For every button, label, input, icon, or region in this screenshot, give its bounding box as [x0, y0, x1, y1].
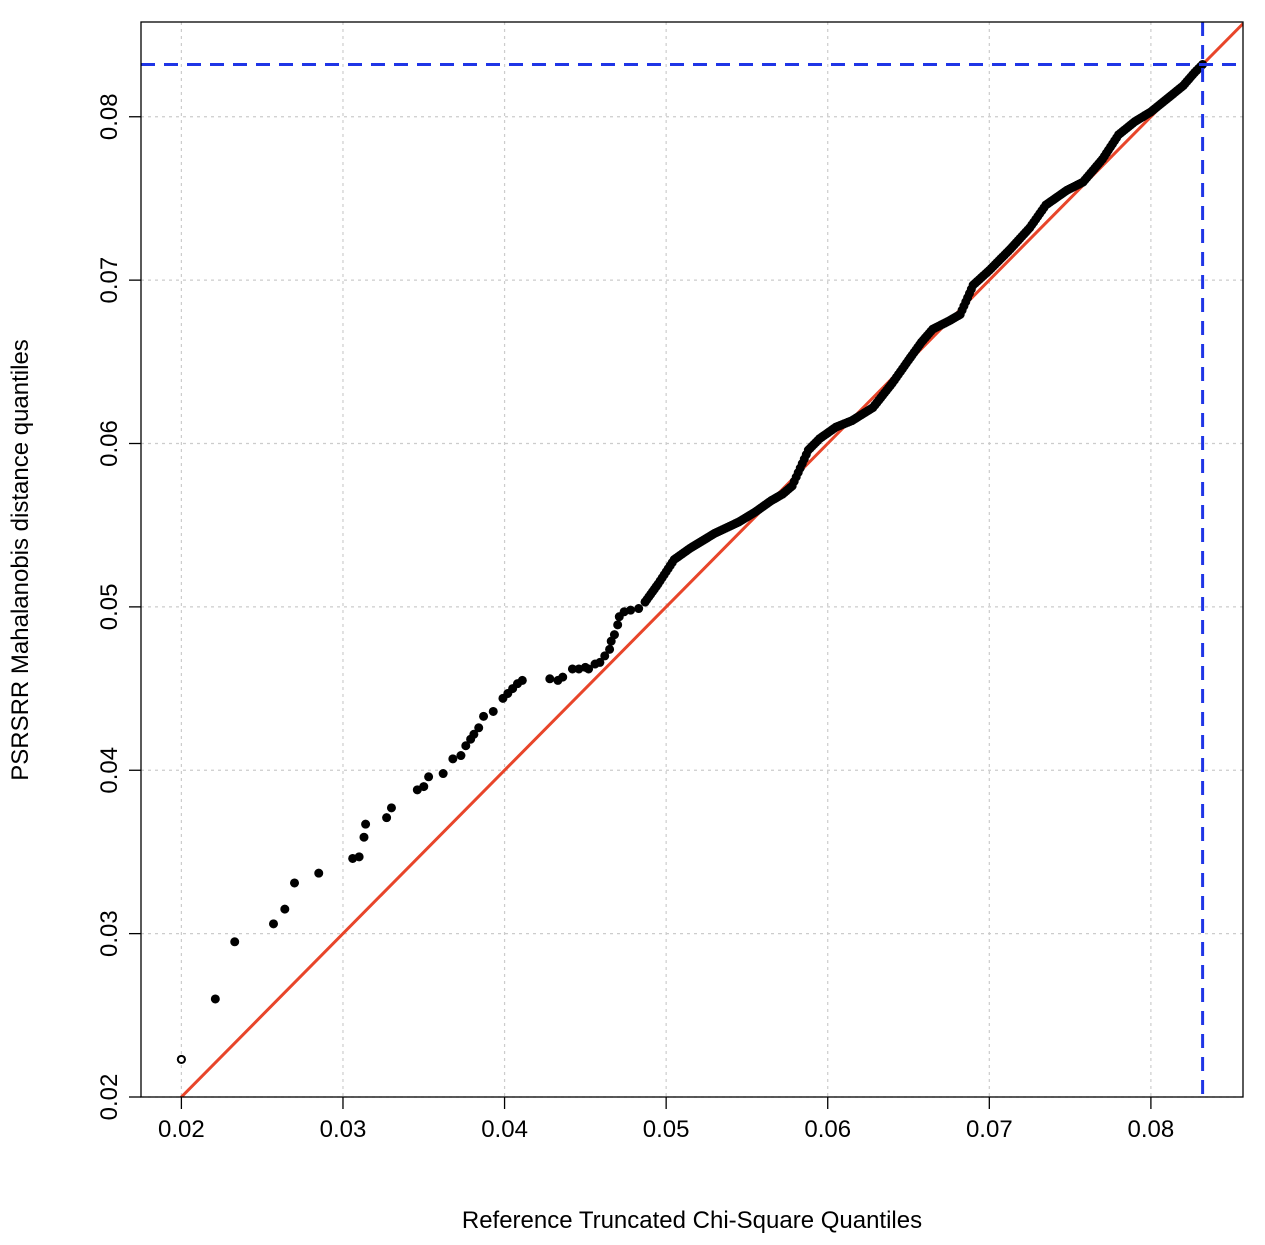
data-point: [517, 675, 527, 685]
data-point: [595, 657, 605, 667]
x-tick-label-0: 0.02: [158, 1116, 205, 1143]
data-point: [448, 754, 458, 764]
data-point: [545, 674, 555, 684]
data-point: [600, 651, 610, 661]
data-point: [230, 937, 240, 947]
data-point: [382, 813, 392, 823]
y-tick-label-0: 0.02: [96, 1074, 123, 1121]
x-tick-label-2: 0.04: [481, 1116, 528, 1143]
data-point: [469, 729, 479, 739]
grid-lines: [141, 22, 1243, 1098]
x-tick-label-1: 0.03: [320, 1116, 367, 1143]
data-point: [609, 630, 619, 640]
data-point: [386, 803, 396, 813]
data-point: [626, 605, 636, 615]
data-point: [210, 994, 220, 1004]
data-point: [176, 1054, 186, 1065]
y-axis: 0.02 0.03 0.04 0.05 0.06 0.07 0.08: [96, 93, 141, 1120]
y-tick-label-6: 0.08: [96, 93, 123, 140]
data-point: [359, 832, 369, 842]
data-point: [419, 782, 429, 792]
x-tick-label-5: 0.07: [966, 1116, 1013, 1143]
x-axis-title: Reference Truncated Chi-Square Quantiles: [462, 1207, 922, 1234]
data-point: [424, 772, 434, 782]
data-point: [584, 664, 594, 674]
data-point: [438, 769, 448, 779]
data-points: [176, 59, 1208, 1065]
data-point: [361, 819, 371, 829]
reference-line: [179, 22, 1243, 1097]
data-point: [613, 620, 623, 630]
y-tick-label-4: 0.06: [96, 420, 123, 467]
data-point: [354, 852, 364, 862]
x-tick-label-3: 0.05: [643, 1116, 690, 1143]
y-tick-label-3: 0.05: [96, 584, 123, 631]
data-point: [461, 741, 471, 751]
reference-line-group: [179, 22, 1243, 1097]
x-tick-label-4: 0.06: [804, 1116, 851, 1143]
y-tick-label-1: 0.03: [96, 910, 123, 957]
data-point: [634, 604, 644, 614]
y-tick-label-5: 0.07: [96, 257, 123, 304]
data-point: [474, 723, 484, 733]
data-point: [456, 751, 466, 761]
cutoff-lines: [141, 22, 1243, 1097]
data-point: [314, 868, 324, 878]
y-axis-title: PSRSRR Mahalanobis distance quantiles: [7, 339, 34, 781]
x-axis: 0.02 0.03 0.04 0.05 0.06 0.07 0.08: [158, 1097, 1174, 1143]
data-point: [268, 919, 278, 929]
y-tick-label-2: 0.04: [96, 747, 123, 794]
data-point: [290, 878, 300, 888]
plot-frame: [140, 21, 1244, 1098]
data-point: [558, 672, 568, 682]
x-tick-label-6: 0.08: [1128, 1116, 1175, 1143]
data-point: [280, 904, 290, 914]
data-point: [488, 706, 498, 716]
data-point: [479, 711, 489, 721]
data-point: [605, 644, 615, 654]
